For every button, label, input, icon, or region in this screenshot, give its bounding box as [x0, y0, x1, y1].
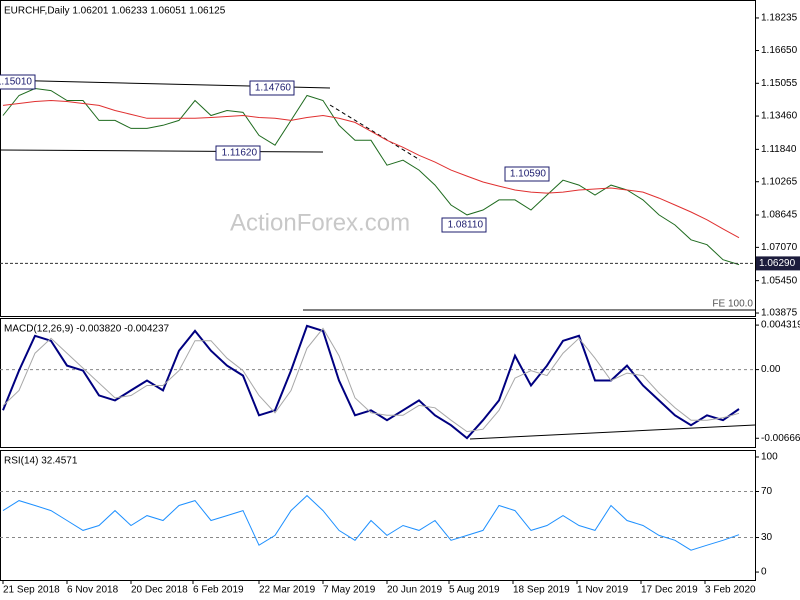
x-tick-label: 21 Sep 2018	[3, 585, 60, 596]
y-tick-label: 1.07070	[761, 242, 798, 253]
series-line	[2, 87, 740, 266]
y-tick-label: 1.18235	[761, 13, 798, 24]
macd-panel	[0, 318, 756, 448]
rsi-panel	[0, 450, 756, 581]
level-label: 1.10590	[510, 169, 547, 180]
y-tick-label: 1.15055	[761, 78, 798, 89]
y-tick-label: -0.006663	[761, 433, 800, 444]
channel-line	[0, 149, 324, 153]
watermark: ActionForex.com	[230, 209, 410, 236]
series-line	[2, 327, 740, 433]
y-tick-label: 1.08645	[761, 210, 798, 221]
y-tick-label: 70	[761, 486, 773, 497]
y-tick-label: 1.11840	[761, 144, 797, 155]
panel-title: RSI(14) 32.4571	[4, 456, 78, 467]
level-label: 1.08110	[448, 220, 484, 231]
x-tick-label: 5 Aug 2019	[449, 585, 500, 596]
level-label: 1.14760	[255, 83, 292, 94]
last-price-label: 1.06290	[759, 258, 796, 269]
y-tick-label: 0.004319	[761, 320, 800, 331]
series-line	[2, 494, 740, 551]
level-label: 1.15010	[0, 77, 32, 88]
x-tick-label: 3 Feb 2020	[705, 585, 756, 596]
x-tick-label: 6 Feb 2019	[193, 585, 244, 596]
level-box	[441, 217, 487, 233]
fibonacci-label: FE 100.0	[712, 299, 753, 310]
last-price-box	[756, 256, 800, 271]
x-tick-label: 22 Mar 2019	[259, 585, 316, 596]
x-tick-label: 1 Nov 2019	[577, 585, 629, 596]
x-tick-label: 6 Nov 2018	[67, 585, 119, 596]
level-box	[249, 80, 295, 96]
y-tick-label: 1.16650	[761, 45, 798, 56]
y-tick-label: 1.13460	[761, 111, 798, 122]
x-tick-label: 20 Jun 2019	[387, 585, 442, 596]
price-panel	[0, 0, 756, 317]
x-tick-label: 20 Dec 2018	[131, 585, 188, 596]
x-tick-label: 7 May 2019	[323, 585, 376, 596]
x-tick-label: 17 Dec 2019	[641, 585, 698, 596]
level-label: 1.11620	[222, 148, 258, 159]
macd-trend-line	[469, 424, 756, 440]
level-box	[215, 145, 261, 161]
panel-title: EURCHF,Daily 1.06201 1.06233 1.06051 1.0…	[4, 6, 226, 17]
x-tick-label: 18 Sep 2019	[513, 585, 570, 596]
series-line	[2, 324, 740, 440]
y-tick-label: 1.03875	[761, 308, 798, 319]
y-tick-label: 0	[761, 567, 767, 578]
y-tick-label: 1.10265	[761, 176, 798, 187]
y-tick-label: 0.00	[761, 364, 781, 375]
y-tick-label: 30	[761, 532, 773, 543]
series-line	[2, 99, 740, 239]
panel-title: MACD(12,26,9) -0.003820 -0.004237	[4, 324, 170, 335]
y-tick-label: 100	[761, 452, 778, 463]
level-box	[504, 166, 550, 182]
trend-line	[329, 104, 421, 161]
y-tick-label: 1.05450	[761, 275, 798, 286]
level-box	[0, 74, 36, 90]
